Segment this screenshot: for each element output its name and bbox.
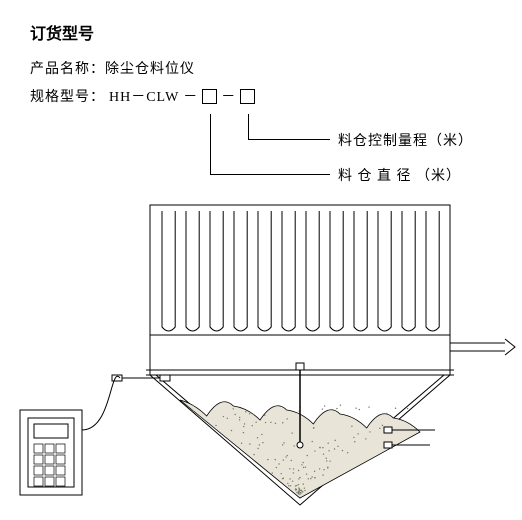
sep2: － bbox=[221, 86, 236, 106]
leader-hline-1 bbox=[248, 139, 330, 140]
leader-lines: 料仓控制量程（米） 料 仓 直 径 （米） bbox=[30, 114, 492, 204]
placeholder-box-2 bbox=[240, 89, 255, 104]
silo-diagram bbox=[0, 195, 522, 520]
callout-range: 料仓控制量程（米） bbox=[338, 130, 473, 150]
product-label: 产品名称： bbox=[30, 62, 105, 77]
spec-label: 规格型号： bbox=[30, 86, 105, 106]
placeholder-box-1 bbox=[202, 89, 217, 104]
product-name: 除尘仓料位仪 bbox=[105, 62, 195, 77]
product-row: 产品名称：除尘仓料位仪 bbox=[30, 58, 492, 78]
leader-vline-2 bbox=[248, 114, 249, 139]
leader-hline-2 bbox=[210, 174, 330, 175]
spec-prefix: HH－CLW bbox=[109, 86, 179, 106]
section-title: 订货型号 bbox=[30, 20, 492, 44]
sep1: － bbox=[183, 86, 198, 106]
spec-row: 规格型号： HH－CLW － － bbox=[30, 86, 492, 106]
leader-vline-1 bbox=[210, 114, 211, 174]
callout-diameter: 料 仓 直 径 （米） bbox=[338, 165, 461, 185]
